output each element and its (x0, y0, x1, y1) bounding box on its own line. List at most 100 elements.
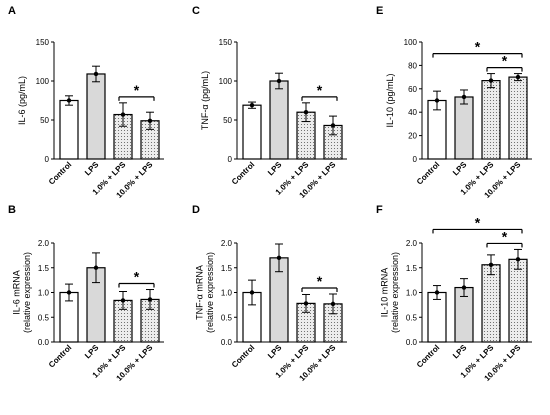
category-label: LPS (266, 160, 284, 178)
y-axis-title-line: IL-10 mRNA (380, 268, 390, 318)
significance-star: * (475, 214, 481, 230)
y-tick-label: 20 (408, 132, 417, 141)
significance-star: * (502, 228, 508, 244)
y-tick-label: 100 (219, 77, 233, 86)
y-tick-label: 0.0 (406, 338, 418, 347)
y-tick-label: 150 (219, 38, 233, 47)
significance-star: * (475, 39, 481, 55)
category-label: Control (47, 343, 73, 369)
category-label: LPS (451, 160, 469, 178)
panel-letter: E (376, 5, 383, 17)
y-tick-label: 50 (40, 116, 49, 125)
panel-d: D 0.0 0.5 1.0 1.5 2.0 TNF-α mRNA(relative expr… (192, 204, 347, 383)
significance-star: * (134, 82, 140, 98)
y-axis-title-line: IL-6 mRNA (12, 270, 22, 315)
y-tick-label: 0.5 (406, 313, 418, 322)
panel-b: B 0.0 0.5 1.0 1.5 2.0 IL-6 mRNA(relative expre… (8, 204, 164, 383)
data-point (330, 123, 336, 128)
data-point (461, 94, 467, 100)
panel-letter: D (192, 204, 200, 216)
y-tick-label: 60 (408, 85, 417, 94)
data-point (461, 285, 467, 290)
y-axis-title: IL-10 (pg/mL) (385, 73, 395, 127)
y-axis-title: IL-10 mRNA(relative expression) (380, 252, 400, 333)
bar-2 (269, 80, 289, 160)
data-point (66, 98, 72, 103)
y-tick-label: 1.5 (221, 264, 233, 273)
data-point (120, 112, 126, 117)
y-axis-title-line: TNF-α mRNA (195, 265, 205, 320)
y-axis-title-line: IL-6 (pg/mL) (17, 76, 27, 125)
y-axis-title-line: IL-10 (pg/mL) (385, 73, 395, 127)
y-axis-title-line: (relative expression) (205, 252, 215, 333)
data-point (66, 290, 72, 295)
y-tick-label: 100 (36, 77, 50, 86)
bar-1 (59, 99, 79, 160)
data-point (488, 78, 494, 83)
bar-2 (86, 73, 106, 160)
data-point (303, 110, 309, 115)
data-point (276, 78, 282, 84)
data-point (488, 262, 494, 267)
data-point (249, 102, 255, 108)
data-point (93, 265, 99, 270)
y-tick-label: 0.0 (38, 338, 50, 347)
significance-star: * (317, 273, 323, 289)
y-tick-label: 0 (413, 155, 418, 164)
significance-star: * (502, 53, 508, 69)
data-point (276, 255, 282, 261)
bar-1 (242, 104, 262, 160)
y-axis-title: TNF-α mRNA(relative expression) (195, 252, 215, 333)
data-point (434, 98, 440, 103)
significance-star: * (317, 82, 323, 98)
category-label: Control (415, 160, 441, 186)
category-label: LPS (83, 343, 101, 361)
data-point (515, 74, 521, 80)
data-point (147, 118, 153, 123)
data-point (303, 301, 309, 306)
category-label: LPS (451, 343, 469, 361)
y-axis-title-line: TNF-α (pg/mL) (200, 71, 210, 130)
panel-letter: A (8, 5, 16, 17)
data-point (515, 257, 521, 262)
data-point (330, 301, 336, 307)
y-tick-label: 1.0 (221, 289, 233, 298)
y-tick-label: 1.5 (38, 264, 50, 273)
y-axis-title-line: (relative expression) (22, 252, 32, 333)
y-tick-label: 0 (228, 155, 233, 164)
y-tick-label: 2.0 (221, 239, 233, 248)
data-point (93, 71, 99, 77)
y-axis-title: TNF-α (pg/mL) (200, 71, 210, 130)
y-tick-label: 2.0 (38, 239, 50, 248)
category-label: Control (415, 343, 441, 369)
y-tick-label: 0 (45, 155, 50, 164)
bar-4 (508, 76, 528, 160)
y-tick-label: 1.5 (406, 264, 418, 273)
y-tick-label: 1.0 (38, 289, 50, 298)
y-tick-label: 1.0 (406, 289, 418, 298)
panel-letter: C (192, 5, 200, 17)
bar-4 (508, 258, 528, 343)
significance-star: * (134, 269, 140, 285)
y-axis-title: IL-6 (pg/mL) (17, 76, 27, 125)
panel-letter: F (376, 204, 383, 216)
panel-f: F 0.0 0.5 1.0 1.5 2.0 IL-10 mRNA(relative expr… (376, 204, 532, 383)
data-point (434, 290, 440, 295)
bar-3 (481, 264, 501, 343)
data-point (249, 290, 255, 295)
y-tick-label: 0.5 (221, 313, 233, 322)
y-axis-title-line: (relative expression) (390, 252, 400, 333)
y-tick-label: 150 (36, 38, 50, 47)
category-label: Control (47, 160, 73, 186)
y-axis-title: IL-6 mRNA(relative expression) (12, 252, 32, 333)
y-tick-label: 0.0 (221, 338, 233, 347)
data-point (147, 297, 153, 302)
y-tick-label: 50 (223, 116, 232, 125)
category-label: LPS (83, 160, 101, 178)
bar-2 (454, 96, 474, 160)
y-tick-label: 2.0 (406, 239, 418, 248)
